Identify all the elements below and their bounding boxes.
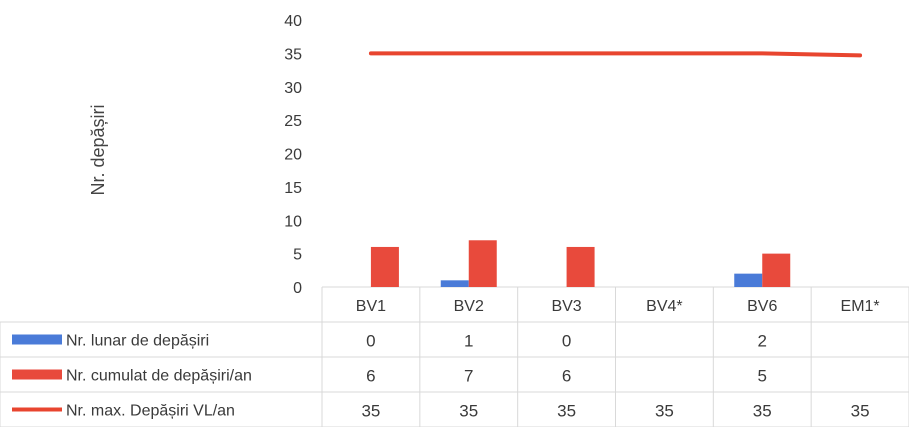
data-label: 7 xyxy=(464,367,473,386)
data-label: 6 xyxy=(366,367,375,386)
y-tick-label: 10 xyxy=(284,213,302,230)
bar-bar-0 xyxy=(440,280,469,287)
bar-bar-1 xyxy=(468,240,497,287)
data-label: 6 xyxy=(562,367,571,386)
legend-swatch xyxy=(12,334,62,345)
y-axis-ticks: 0 5 10 15 20 25 30 35 40 xyxy=(284,13,302,297)
bar-bar-1 xyxy=(762,253,791,287)
category-label: EM1* xyxy=(841,298,880,315)
bar-bar-1 xyxy=(370,246,399,287)
category-label: BV3 xyxy=(551,298,581,315)
data-table-grid xyxy=(0,286,909,427)
y-axis-label: Nr. depășiri xyxy=(88,104,108,195)
data-label: 35 xyxy=(851,402,870,421)
category-labels: BV1 BV2 BV3 BV4* BV6 EM1* xyxy=(356,298,880,315)
category-label: BV2 xyxy=(454,298,484,315)
data-label: 35 xyxy=(361,402,380,421)
category-label: BV6 xyxy=(747,298,777,315)
data-label: 1 xyxy=(464,332,473,351)
bars xyxy=(370,240,791,287)
data-label: 5 xyxy=(758,367,767,386)
category-label: BV4* xyxy=(646,298,682,315)
y-tick-label: 30 xyxy=(284,80,302,97)
data-label: 35 xyxy=(655,402,674,421)
data-label: 35 xyxy=(459,402,478,421)
data-table: Nr. lunar de depășiri 0 1 0 2 Nr. cumulat de … xyxy=(12,332,870,421)
y-tick-label: 40 xyxy=(284,13,302,30)
y-tick-label: 25 xyxy=(284,113,302,130)
data-label: 0 xyxy=(562,332,571,351)
data-label: 35 xyxy=(557,402,576,421)
data-label: 35 xyxy=(753,402,772,421)
legend-label: Nr. max. Depășiri VL/an xyxy=(66,403,235,420)
legend-label: Nr. lunar de depășiri xyxy=(66,333,209,350)
y-tick-label: 15 xyxy=(284,180,302,197)
data-label: 2 xyxy=(758,332,767,351)
y-tick-label: 0 xyxy=(293,280,302,297)
threshold-line xyxy=(368,51,863,58)
y-tick-label: 5 xyxy=(293,247,302,264)
category-label: BV1 xyxy=(356,298,386,315)
legend-swatch xyxy=(12,369,62,380)
y-tick-label: 20 xyxy=(284,147,302,164)
y-tick-label: 35 xyxy=(284,46,302,63)
data-label: 0 xyxy=(366,332,375,351)
bar-bar-1 xyxy=(566,246,595,287)
threshold-line-path xyxy=(368,51,863,58)
legend-label: Nr. cumulat de depășiri/an xyxy=(66,368,252,385)
bar-bar-0 xyxy=(734,273,763,287)
